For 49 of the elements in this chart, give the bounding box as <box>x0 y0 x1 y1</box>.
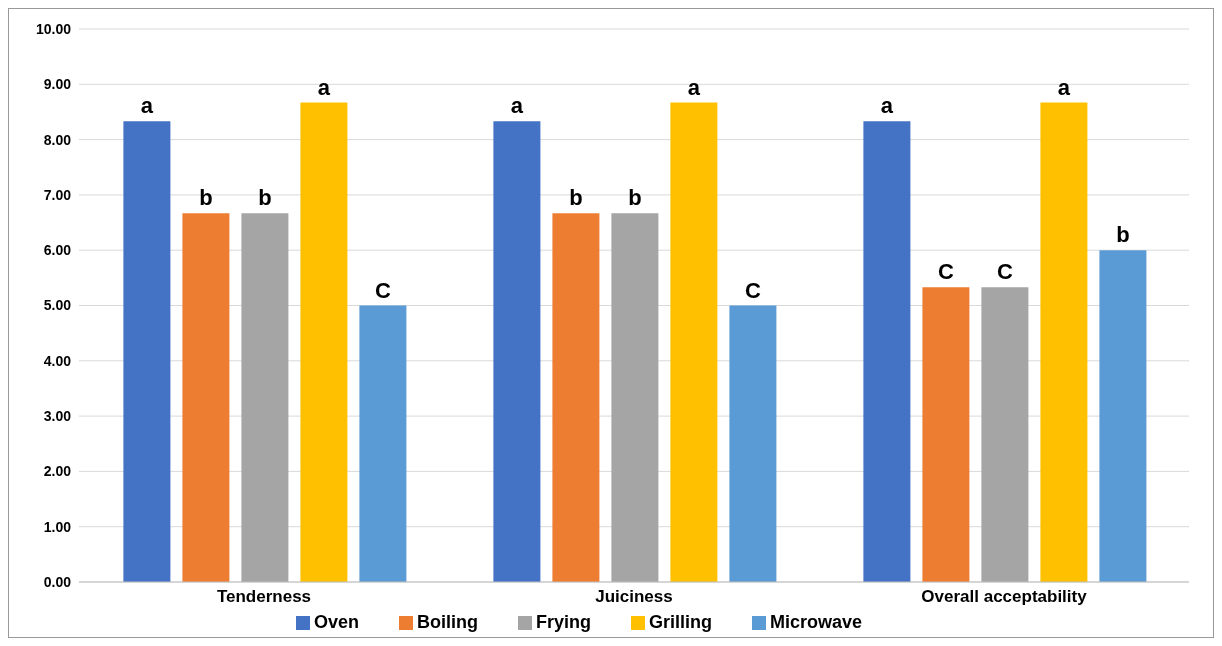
legend-label: Frying <box>535 612 591 632</box>
bar <box>300 102 348 582</box>
data-label: a <box>140 93 154 119</box>
bar <box>241 213 289 582</box>
bar <box>182 213 230 582</box>
data-label: C <box>374 277 391 303</box>
legend-label: Oven <box>313 612 359 632</box>
legend-label: Boiling <box>416 612 478 632</box>
y-tick-label: 3.00 <box>43 408 72 425</box>
data-label: b <box>569 185 583 211</box>
y-tick-label: 1.00 <box>43 518 72 535</box>
bar <box>552 213 600 582</box>
data-label: a <box>317 74 331 100</box>
bar <box>123 121 171 582</box>
data-label: b <box>199 185 213 211</box>
bar <box>1040 102 1088 582</box>
bar <box>981 287 1029 582</box>
y-tick-label: 8.00 <box>43 131 72 148</box>
bar <box>493 121 541 582</box>
y-tick-label: 2.00 <box>43 463 72 480</box>
bar <box>863 121 911 582</box>
y-tick-label: 9.00 <box>43 76 72 93</box>
bar <box>729 305 777 582</box>
bar <box>670 102 718 582</box>
x-tick-label: Tenderness <box>216 587 312 607</box>
data-label: a <box>687 74 701 100</box>
data-label: C <box>744 277 761 303</box>
y-tick-label: 7.00 <box>43 186 72 203</box>
data-label: a <box>510 93 524 119</box>
bar <box>611 213 659 582</box>
y-tick-label: 4.00 <box>43 352 72 369</box>
x-tick-label: Overall acceptability <box>921 587 1088 607</box>
bar <box>359 305 407 582</box>
data-label: b <box>258 185 272 211</box>
legend-label: Grilling <box>649 612 712 632</box>
data-label: C <box>937 259 954 285</box>
bar <box>1099 250 1147 582</box>
data-label: b <box>1116 222 1130 248</box>
data-label: a <box>880 93 894 119</box>
data-label: b <box>628 185 642 211</box>
data-label: a <box>1057 74 1071 100</box>
data-label: C <box>996 259 1013 285</box>
legend-label: Microwave <box>770 612 863 632</box>
y-tick-label: 6.00 <box>43 242 72 259</box>
y-tick-label: 5.00 <box>43 297 72 314</box>
y-tick-label: 10.00 <box>35 20 72 37</box>
bar <box>922 287 970 582</box>
y-tick-label: 0.00 <box>43 573 72 590</box>
x-tick-label: Juiciness <box>595 587 673 607</box>
